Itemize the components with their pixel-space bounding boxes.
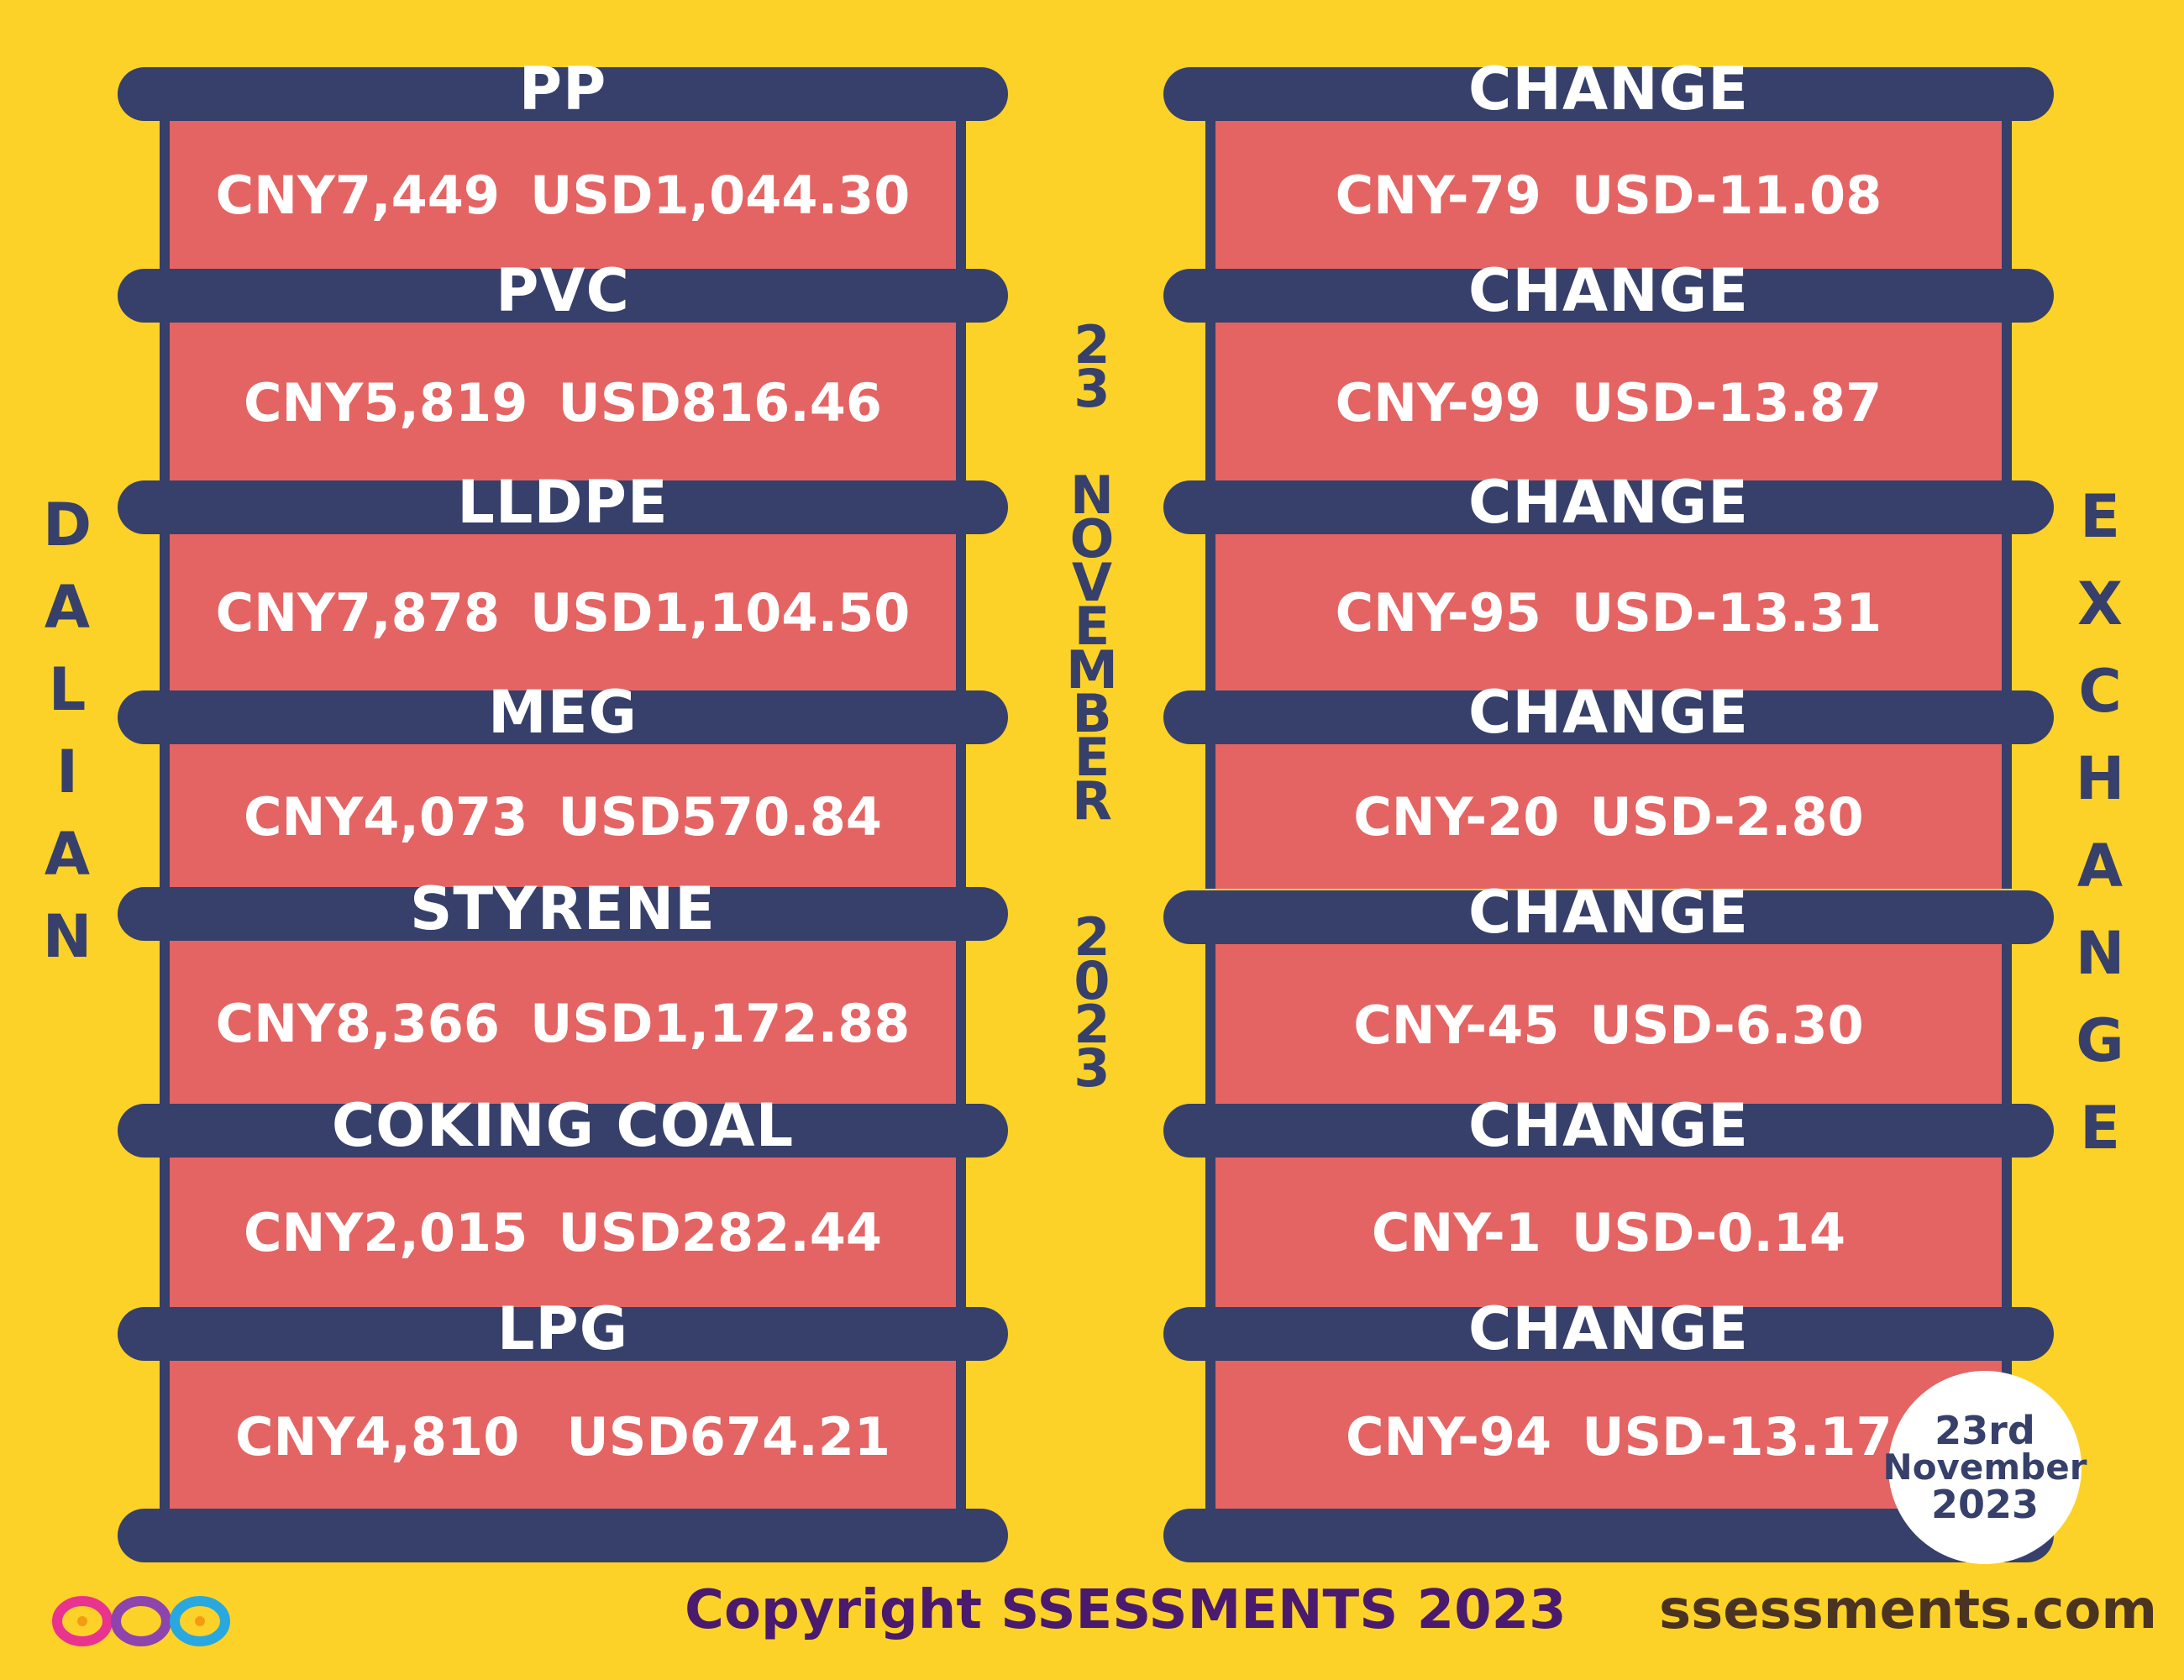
change-usd: USD-13.87 <box>1571 371 1882 433</box>
date-char: 2 <box>1074 994 1110 1055</box>
product-price-box: CNY7,878 USD1,104.50 <box>160 534 966 690</box>
title-letter: G <box>2076 1006 2124 1075</box>
product-header: PVC <box>118 256 1008 325</box>
title-letter: E <box>2080 1094 2120 1163</box>
change-cny: CNY-99 <box>1335 371 1541 433</box>
date-char: R <box>1072 770 1112 832</box>
change-cny: CNY-79 <box>1335 164 1541 226</box>
change-usd: USD-0.14 <box>1571 1201 1846 1263</box>
change-header: CHANGE <box>1163 678 2054 747</box>
dalian-vertical-title: D A L I A N <box>42 496 92 966</box>
exchange-vertical-title: E X C H A N G E <box>2075 487 2125 1158</box>
column-footer-bar <box>118 1509 1008 1562</box>
price-cny: CNY2,015 <box>243 1201 528 1263</box>
date-char: 3 <box>1074 1037 1110 1099</box>
change-price-box: CNY-1 USD-0.14 <box>1205 1158 2012 1307</box>
date-char: N <box>1070 465 1114 526</box>
product-price-box: CNY2,015 USD282.44 <box>160 1158 966 1307</box>
badge-month: November <box>1882 1446 2087 1488</box>
price-cny: CNY5,819 <box>243 371 528 433</box>
price-cny: CNY7,449 <box>215 164 500 226</box>
product-header: PP <box>118 55 1008 123</box>
product-header: LPG <box>118 1294 1008 1363</box>
date-char: O <box>1069 508 1115 570</box>
price-usd: USD1,172.88 <box>530 992 911 1054</box>
change-header: CHANGE <box>1163 1091 2054 1160</box>
title-letter: C <box>2078 657 2122 726</box>
change-cny: CNY-20 <box>1353 785 1560 848</box>
change-usd: USD-11.08 <box>1571 164 1882 226</box>
change-usd: USD-2.80 <box>1589 785 1864 848</box>
change-price-box: CNY-20 USD-2.80 <box>1205 744 2012 889</box>
date-char: 0 <box>1074 950 1110 1011</box>
change-price-box: CNY-79 USD-11.08 <box>1205 121 2012 269</box>
change-cny: CNY-45 <box>1353 994 1560 1056</box>
change-cny: CNY-1 <box>1371 1201 1541 1263</box>
price-cny: CNY4,073 <box>243 785 528 848</box>
change-price-box: CNY-45 USD-6.30 <box>1205 944 2012 1105</box>
title-letter: N <box>42 902 92 971</box>
product-price-box: CNY8,366 USD1,172.88 <box>160 941 966 1105</box>
date-char: 2 <box>1074 314 1110 375</box>
product-price-box: CNY4,073 USD570.84 <box>160 744 966 889</box>
product-header: LLDPE <box>118 468 1008 537</box>
change-usd: USD-13.17 <box>1582 1405 1893 1467</box>
copyright-text: Copyright SSESSMENTS 2023 <box>685 1579 1567 1641</box>
change-header: CHANGE <box>1163 878 2054 947</box>
date-char: 3 <box>1074 358 1110 419</box>
badge-year: 2023 <box>1930 1482 2040 1527</box>
change-cny: CNY-95 <box>1335 581 1541 643</box>
title-letter: H <box>2075 744 2125 813</box>
title-letter: A <box>44 573 91 642</box>
price-usd: USD282.44 <box>558 1201 883 1263</box>
change-usd: USD-6.30 <box>1589 994 1864 1056</box>
price-usd: USD1,044.30 <box>530 164 911 226</box>
title-letter: D <box>42 491 92 559</box>
title-letter: N <box>2075 919 2125 988</box>
date-char: V <box>1072 552 1112 613</box>
date-char: E <box>1074 727 1110 788</box>
price-usd: USD816.46 <box>558 371 883 433</box>
change-price-box: CNY-95 USD-13.31 <box>1205 534 2012 690</box>
product-header: MEG <box>118 678 1008 747</box>
title-letter: A <box>2076 832 2124 900</box>
date-char: E <box>1074 596 1110 657</box>
date-char: B <box>1072 683 1112 744</box>
product-price-box: CNY4,810 USD674.21 <box>160 1361 966 1512</box>
price-usd: USD674.21 <box>566 1405 891 1467</box>
change-price-box: CNY-99 USD-13.87 <box>1205 323 2012 482</box>
price-cny: CNY7,878 <box>215 581 500 643</box>
date-char: M <box>1066 639 1118 701</box>
product-header: STYRENE <box>118 874 1008 943</box>
title-letter: L <box>48 655 87 724</box>
change-usd: USD-13.31 <box>1571 581 1882 643</box>
change-header: CHANGE <box>1163 256 2054 325</box>
product-header: COKING COAL <box>118 1091 1008 1160</box>
center-date: 2 3 N O V E M B E R 2 0 2 3 <box>1058 314 1126 1099</box>
change-header: CHANGE <box>1163 1294 2054 1363</box>
date-badge: 23rd November 2023 <box>1883 1371 2087 1564</box>
title-letter: I <box>55 738 79 806</box>
date-char: 2 <box>1074 906 1110 968</box>
price-usd: USD1,104.50 <box>530 581 911 643</box>
infinity-loops-logo-icon <box>52 1596 230 1646</box>
price-usd: USD570.84 <box>558 785 883 848</box>
change-cny: CNY-94 <box>1346 1405 1552 1467</box>
badge-day: 23rd <box>1935 1408 2035 1453</box>
product-price-box: CNY7,449 USD1,044.30 <box>160 121 966 269</box>
title-letter: A <box>44 820 91 889</box>
price-cny: CNY8,366 <box>215 992 500 1054</box>
change-header: CHANGE <box>1163 55 2054 123</box>
product-price-box: CNY5,819 USD816.46 <box>160 323 966 482</box>
price-cny: CNY4,810 <box>234 1405 520 1467</box>
title-letter: X <box>2077 570 2123 638</box>
title-letter: E <box>2080 482 2120 551</box>
website-link[interactable]: ssessments.com <box>1659 1579 2158 1641</box>
change-header: CHANGE <box>1163 468 2054 537</box>
